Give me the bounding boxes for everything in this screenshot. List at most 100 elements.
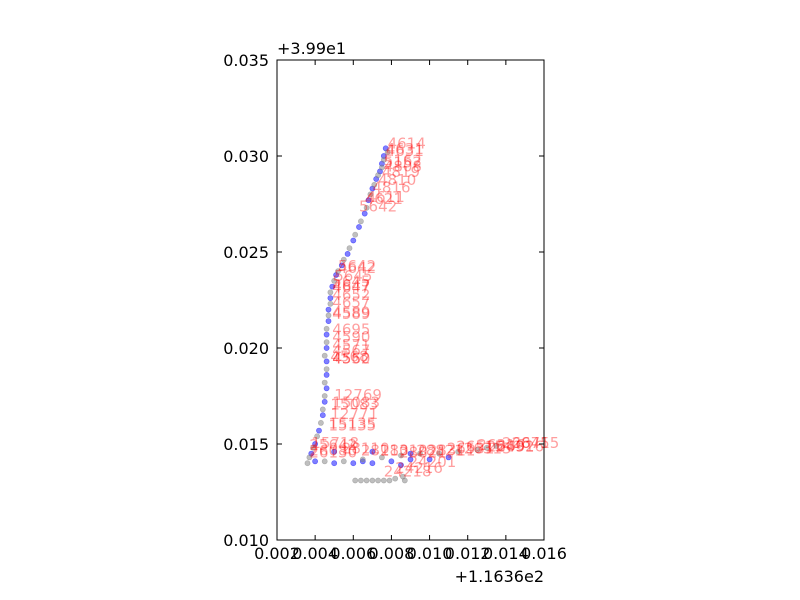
point-label: 4695 [332,321,370,339]
data-point [323,358,330,365]
data-point [445,454,452,461]
point-label: 5645 [334,267,372,285]
data-point [369,477,376,484]
point-label: 5162 [384,152,422,170]
data-point [321,379,328,386]
point-label: 4562 [332,349,370,367]
data-point [350,460,357,467]
point-label: 4816 [372,179,410,197]
data-point [321,398,328,405]
point-label: 24218 [384,463,432,481]
data-point [375,172,381,179]
point-label: 15083 [332,394,380,412]
data-point [321,352,328,359]
data-point [392,475,399,482]
point-label: 15135 [329,415,377,433]
data-point [340,458,347,465]
data-point [369,460,376,467]
data-point [436,450,442,457]
point-label: 15718 [311,434,359,452]
point-label: 5642 [338,257,376,275]
point-label: 4810 [378,171,416,189]
data-point [386,477,393,484]
data-point [426,456,433,463]
data-point [323,371,330,378]
data-point [335,268,341,275]
data-point [340,256,347,263]
data-point [369,448,376,455]
data-point [398,452,404,459]
data-point [359,456,366,463]
point-label: 4589 [332,303,370,321]
point-label: 4611 [367,188,405,206]
point-label: 24201 [409,453,457,471]
data-point [350,237,357,244]
data-point [325,318,332,324]
point-label: 5645 [332,273,370,291]
x-tick-label: 0.010 [407,544,453,563]
point-label: 4571 [332,336,370,354]
plot-frame [276,59,545,541]
data-point [312,458,318,465]
point-label: 4657 [332,294,370,312]
data-point [417,450,423,457]
data-point [310,444,317,451]
y-tick-label: 0.035 [223,51,269,70]
data-point [474,446,481,453]
y-tick-label: 0.015 [223,435,269,454]
data-point [323,385,330,392]
data-point [344,250,351,257]
point-label: 28821 [416,442,464,460]
point-label: 4567 [332,342,370,360]
point-label: 4631 [386,142,424,160]
points-layer [304,145,500,484]
ticks-layer: 0.0020.0040.0060.0080.0100.0120.0140.016… [223,51,567,563]
data-point [367,191,374,198]
point-label: 5642 [359,198,397,216]
point-label: 4621 [365,190,403,208]
point-label: 4631 [386,140,424,158]
data-point [306,454,313,461]
point-label: 26130 [309,443,357,461]
data-point [329,283,336,290]
data-point [365,197,372,204]
data-point [314,433,320,440]
data-point [407,450,414,457]
point-label: 26080 [309,442,357,460]
x-tick-label: 0.006 [330,544,376,563]
data-point [361,210,368,217]
data-point [321,393,328,399]
data-point [327,295,334,301]
data-point [316,427,322,434]
data-point [327,300,334,307]
data-point [323,339,330,346]
x-tick-label: 0.004 [292,544,338,563]
data-point [331,460,338,467]
data-point [304,460,311,467]
data-point [323,331,330,338]
x-tick-label: 0.008 [369,544,415,563]
data-point [352,231,359,238]
x-tick-label: 0.012 [445,544,491,563]
data-point [323,345,330,351]
point-label: 26316 [477,436,525,454]
y-tick-label: 0.030 [223,147,269,166]
y-tick-label: 0.020 [223,339,269,358]
point-label: 4550 [332,349,370,367]
data-point [321,458,328,465]
data-point [319,406,326,413]
point-label: 26515 [456,438,504,456]
data-point [357,477,364,484]
point-label: 15135 [329,417,377,435]
point-label: 4819 [382,163,420,181]
data-point [493,442,500,449]
point-label: 4642 [338,259,376,277]
data-point [363,204,370,211]
point-label: 26531 [447,440,495,458]
data-point [357,218,364,225]
data-point [483,444,490,451]
data-point [363,477,370,484]
point-label: 26415 [512,434,560,452]
y-tick-label: 0.010 [223,531,269,550]
data-point [407,456,414,463]
